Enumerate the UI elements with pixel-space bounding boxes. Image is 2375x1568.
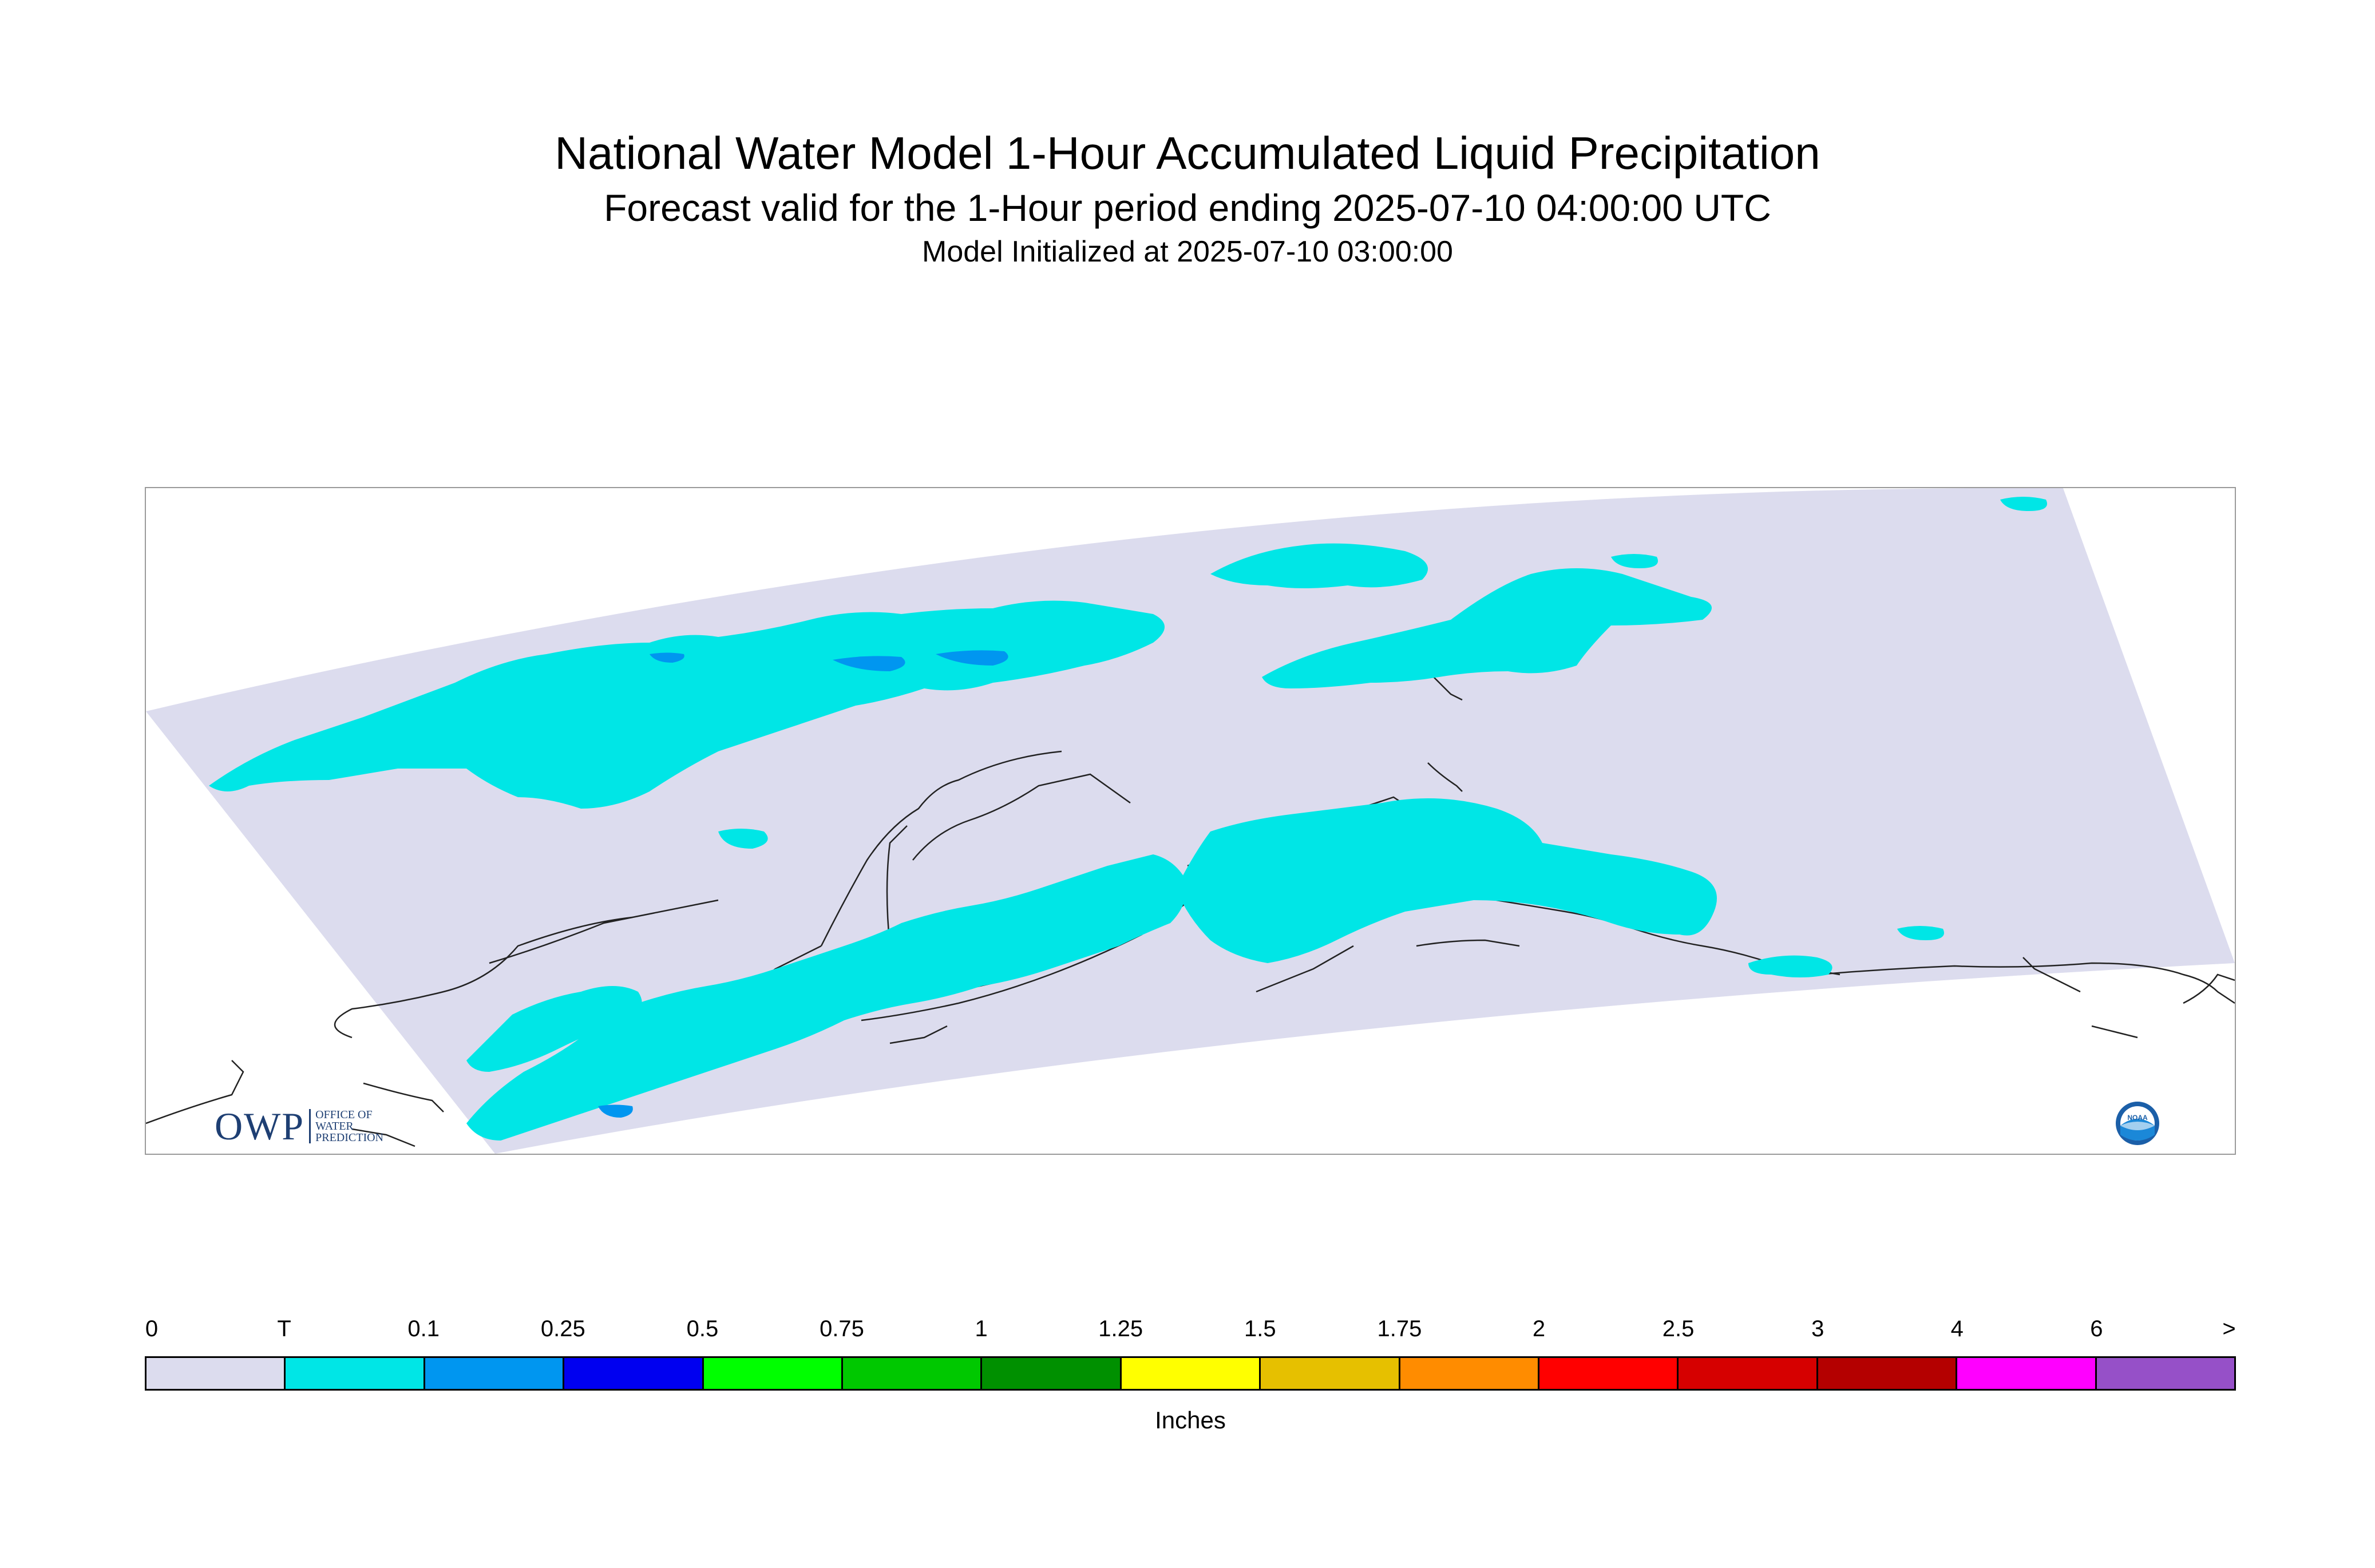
legend-swatch	[286, 1358, 425, 1389]
precip-patch-small-4	[1897, 926, 1944, 940]
legend-tick-label: 0.5	[686, 1316, 719, 1341]
model-init-time: Model Initialized at 2025-07-10 03:00:00	[922, 235, 1453, 268]
legend-tick-label: 1.25	[1098, 1316, 1143, 1341]
precip-patch-east-coast	[1748, 955, 1832, 977]
legend-swatch	[1400, 1358, 1540, 1389]
legend-swatch	[1121, 1358, 1261, 1389]
map-title: National Water Model 1-Hour Accumulated …	[555, 128, 1820, 179]
map-subtitle: Forecast valid for the 1-Hour period end…	[604, 187, 1771, 229]
legend-swatch	[703, 1358, 844, 1389]
precip-patch-small-2	[1611, 554, 1658, 568]
color-legend: 0 T 0.1 0.25 0.5 0.75 1 1.25 1.5 1.75 2 2.5 3 4 6 > Inc…	[145, 1316, 2236, 1442]
owp-logo-line-1: OFFICE OF	[315, 1108, 373, 1121]
owp-logo-line-2: WATER	[315, 1120, 354, 1133]
owp-logo-divider	[309, 1109, 311, 1143]
precip-patch-north-east	[1262, 568, 1712, 688]
legend-tick-label: 0.25	[540, 1316, 585, 1341]
precip-patch-north-west	[209, 600, 1165, 809]
legend-swatch	[2096, 1358, 2235, 1389]
owp-logo-letters: OWP	[215, 1104, 305, 1148]
owp-logo-line-3: PREDICTION	[315, 1131, 383, 1144]
legend-tick-labels: 0 T 0.1 0.25 0.5 0.75 1 1.25 1.5 1.75 2 2.5 3 4 6 >	[145, 1316, 2236, 1351]
legend-tick-label: >	[2222, 1316, 2236, 1341]
legend-tick-label: 1	[975, 1316, 988, 1341]
legend-swatch	[843, 1358, 983, 1389]
legend-color-bar	[145, 1356, 2236, 1391]
legend-swatch	[1957, 1358, 2097, 1389]
precip-patch-gulf	[1176, 798, 1717, 963]
legend-tick-label: 6	[2090, 1316, 2103, 1341]
owp-logo: OWP OFFICE OF WATER PREDICTION	[215, 1104, 383, 1148]
legend-tick-label: 4	[1950, 1316, 1964, 1341]
legend-tick-label: 3	[1811, 1316, 1824, 1341]
noaa-logo: NOAA	[2116, 1102, 2159, 1145]
precip-patch-small-1	[718, 829, 768, 849]
legend-units-label: Inches	[1155, 1407, 1226, 1434]
legend-tick-label: 1.75	[1377, 1316, 1422, 1341]
legend-swatch	[1261, 1358, 1400, 1389]
precip-patch-small-3	[2000, 497, 2047, 511]
legend-tick-label: T	[277, 1316, 291, 1341]
precip-trace-areas	[209, 497, 2047, 1141]
precip-heavier-areas	[598, 650, 1008, 1118]
legend-tick-label: 2.5	[1662, 1316, 1695, 1341]
legend-tick-label: 0.1	[407, 1316, 440, 1341]
precip-patch-north-center	[1210, 543, 1428, 588]
legend-tick-label: 0	[145, 1316, 159, 1341]
model-domain	[146, 488, 2235, 1154]
legend-tick-label: 0.75	[820, 1316, 864, 1341]
legend-swatch	[564, 1358, 704, 1389]
legend-tick-label: 1.5	[1244, 1316, 1276, 1341]
legend-swatch	[1539, 1358, 1679, 1389]
precipitation-map	[146, 488, 2235, 1154]
legend-swatch	[982, 1358, 1122, 1389]
legend-swatch	[1818, 1358, 1958, 1389]
map-panel: OWP OFFICE OF WATER PREDICTION NOAA	[145, 487, 2236, 1155]
legend-swatch	[147, 1358, 286, 1389]
legend-tick-label: 2	[1532, 1316, 1546, 1341]
owp-logo-text: OFFICE OF WATER PREDICTION	[315, 1109, 383, 1143]
precip-patch-southwest	[466, 986, 642, 1072]
noaa-logo-text: NOAA	[2127, 1114, 2148, 1122]
legend-swatch	[1679, 1358, 1818, 1389]
legend-swatch	[425, 1358, 565, 1389]
precip-patch-peninsula	[466, 854, 1188, 1141]
